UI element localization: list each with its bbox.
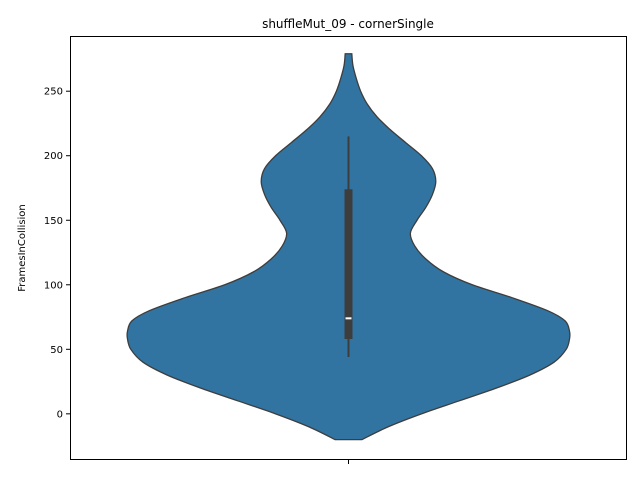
y-axis-label: FramesInCollision — [17, 204, 28, 292]
y-tick-label: 200 — [44, 151, 63, 162]
plot-frame-right — [626, 36, 627, 460]
plot-frame-left — [70, 36, 71, 460]
y-tick-label: 100 — [44, 280, 63, 291]
y-tick-label: 250 — [44, 87, 63, 98]
chart-title: shuffleMut_09 - cornerSingle — [262, 17, 434, 31]
violin-iqr-box — [344, 189, 353, 339]
violin-group — [126, 53, 571, 441]
violin-median-marker — [345, 317, 352, 320]
y-tick-label: 50 — [50, 345, 63, 356]
y-tick-label: 150 — [44, 216, 63, 227]
y-tick-label: 0 — [57, 409, 63, 420]
y-axis: 0 50 100 150 200 250 — [44, 87, 70, 420]
plot-frame-bottom — [70, 459, 627, 460]
plot-frame-top — [70, 36, 627, 37]
